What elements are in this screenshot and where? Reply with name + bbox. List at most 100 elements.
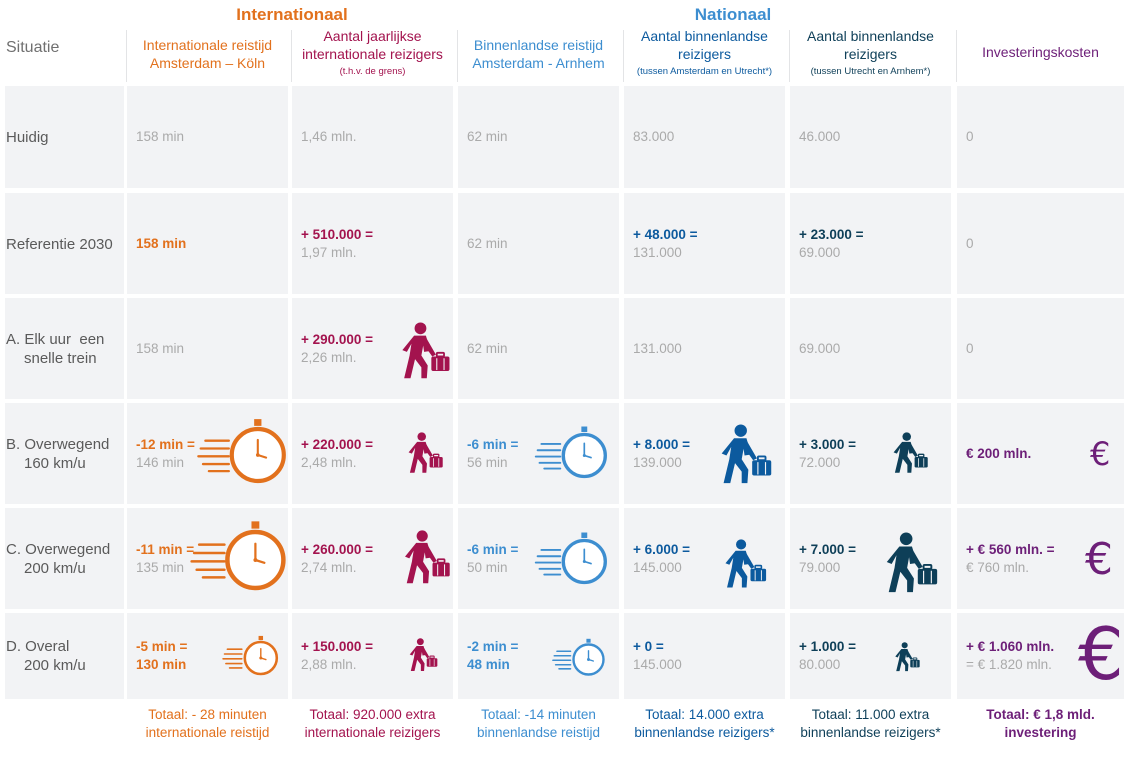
cell-result: 0 bbox=[966, 235, 974, 251]
column-header-title: Aantal binnenlandse reizigers bbox=[641, 28, 768, 62]
cell-result: = € 1.820 mln. bbox=[966, 657, 1052, 672]
cell-value: + 290.000 = 2,26 mln. bbox=[301, 331, 373, 367]
header-divider bbox=[126, 30, 127, 82]
stopwatch-icon bbox=[222, 635, 279, 676]
row-label-line2: 200 km/u bbox=[24, 559, 86, 577]
cell-value: -6 min = 50 min bbox=[467, 541, 518, 577]
traveler-icon bbox=[893, 432, 928, 473]
column-header-sub: (tussen Utrecht en Arnhem*) bbox=[810, 66, 931, 77]
cell-value: 158 min bbox=[136, 340, 184, 358]
cell-result: 130 min bbox=[136, 657, 187, 672]
cell-value: 62 min bbox=[467, 340, 508, 358]
stopwatch-icon bbox=[551, 638, 605, 676]
row-label-bg bbox=[5, 613, 124, 699]
cell-value: -11 min = 135 min bbox=[136, 541, 194, 577]
cell-value: + 150.000 = 2,88 mln. bbox=[301, 638, 373, 674]
column-header-4: Aantal binnenlandse reizigers (tussen Ams… bbox=[624, 27, 785, 78]
column-total-line2: internationale reistijd bbox=[145, 725, 270, 740]
row-label-line2: snelle trein bbox=[24, 349, 97, 367]
column-total: Totaal: € 1,8 mld. investering bbox=[957, 706, 1124, 742]
traveler-icon bbox=[409, 638, 438, 671]
table-cell-bg bbox=[624, 298, 785, 399]
table-cell-bg bbox=[957, 508, 1124, 609]
stopwatch-icon bbox=[189, 521, 286, 591]
cell-value: 46.000 bbox=[799, 128, 840, 146]
table-cell-bg bbox=[292, 193, 453, 294]
table-cell-bg bbox=[292, 86, 453, 188]
table-cell-bg bbox=[790, 298, 951, 399]
header-divider bbox=[956, 30, 957, 82]
table-cell-bg bbox=[127, 86, 288, 188]
cell-result: € 760 mln. bbox=[966, 559, 1030, 575]
row-label: Referentie 2030 bbox=[6, 235, 113, 254]
traveler-icon bbox=[402, 322, 450, 379]
table-cell-bg bbox=[790, 508, 951, 609]
cell-result: 1,97 mln. bbox=[301, 244, 357, 260]
table-cell-bg bbox=[624, 86, 785, 188]
cell-result: 145.000 bbox=[633, 559, 682, 575]
cell-value: + 7.000 = 79.000 bbox=[799, 541, 856, 577]
cell-value: 158 min bbox=[136, 235, 186, 253]
row-label-line2: 160 km/u bbox=[24, 454, 86, 472]
row-label-line1: B. Overwegend bbox=[6, 435, 110, 453]
cell-change: + 48.000 = bbox=[633, 226, 698, 242]
cell-change: + 1.000 = bbox=[799, 639, 857, 654]
column-total-line2: binnenlandse reistijd bbox=[476, 725, 601, 740]
cell-result: 1,46 mln. bbox=[301, 129, 357, 144]
row-label: C. Overwegend 200 km/u bbox=[6, 540, 110, 578]
group-international-title: Internationaal bbox=[236, 5, 348, 24]
table-cell-bg bbox=[458, 86, 619, 188]
table-cell-bg bbox=[957, 403, 1124, 504]
cell-change: + 220.000 = bbox=[301, 436, 374, 452]
cell-result: 50 min bbox=[467, 559, 508, 575]
cell-value: € 200 mln. bbox=[966, 445, 1031, 463]
table-cell-bg bbox=[957, 193, 1124, 294]
column-total-line2: binnenlandse reizigers* bbox=[800, 725, 941, 740]
traveler-icon bbox=[405, 530, 450, 584]
cell-value: 158 min bbox=[136, 128, 184, 146]
cell-result: 146 min bbox=[136, 454, 185, 470]
row-label-line1: Huidig bbox=[6, 129, 49, 146]
column-header-title: Binnenlandse reistijd Amsterdam - Arnhem bbox=[472, 37, 605, 71]
column-header-title: Aantal binnenlandse reizigers bbox=[807, 28, 934, 62]
column-header-2: Aantal jaarlijkse internationale reizige… bbox=[292, 27, 453, 78]
cell-value: -6 min = 56 min bbox=[467, 436, 518, 472]
cell-value: -12 min = 146 min bbox=[136, 436, 195, 472]
stopwatch-icon bbox=[197, 419, 287, 484]
row-label-line1: A. Elk uur een bbox=[6, 330, 105, 348]
cell-result: 2,48 mln. bbox=[301, 454, 357, 470]
table-cell-bg bbox=[957, 86, 1124, 188]
cell-result: 139.000 bbox=[633, 454, 682, 470]
row-label-line2: 200 km/u bbox=[24, 657, 86, 674]
column-header-6: Investeringskosten bbox=[957, 43, 1124, 61]
column-header-5: Aantal binnenlandse reizigers (tussen Utr… bbox=[790, 27, 951, 78]
cell-result: 80.000 bbox=[799, 657, 841, 672]
column-total: Totaal: 11.000 extra binnenlandse reizige… bbox=[790, 706, 951, 742]
cell-value: + 1.000 = 80.000 bbox=[799, 638, 856, 674]
cell-change: + 23.000 = bbox=[799, 226, 864, 242]
situation-header: Situatie bbox=[6, 39, 60, 56]
cell-result: 79.000 bbox=[799, 559, 841, 575]
cell-change: -12 min = bbox=[136, 436, 195, 452]
cell-result: 2,26 mln. bbox=[301, 349, 357, 365]
table-cell-bg bbox=[292, 403, 453, 504]
row-label-bg bbox=[5, 403, 124, 504]
row-label: Huidig bbox=[6, 128, 49, 147]
cell-change: -5 min = bbox=[136, 639, 188, 654]
table-cell-bg bbox=[458, 193, 619, 294]
cell-change: + 510.000 = bbox=[301, 226, 374, 242]
cell-value: + 3.000 = 72.000 bbox=[799, 436, 856, 472]
group-national-title: Nationaal bbox=[694, 5, 772, 24]
column-total: Totaal: 920.000 extra internationale reiz… bbox=[292, 706, 453, 742]
column-total-line1: Totaal: 14.000 extra bbox=[645, 707, 764, 722]
cell-change: € 200 mln. bbox=[966, 445, 1032, 461]
cell-change: + 290.000 = bbox=[301, 331, 374, 347]
cell-change: + 7.000 = bbox=[799, 541, 857, 557]
cell-result: 0 bbox=[966, 340, 974, 356]
cell-change: + 150.000 = bbox=[301, 639, 374, 654]
cell-change: + 260.000 = bbox=[301, 541, 374, 557]
column-header-title: Investeringskosten bbox=[982, 44, 1099, 60]
cell-result: 69.000 bbox=[799, 340, 841, 356]
header-divider bbox=[291, 30, 292, 82]
table-cell-bg bbox=[127, 193, 288, 294]
